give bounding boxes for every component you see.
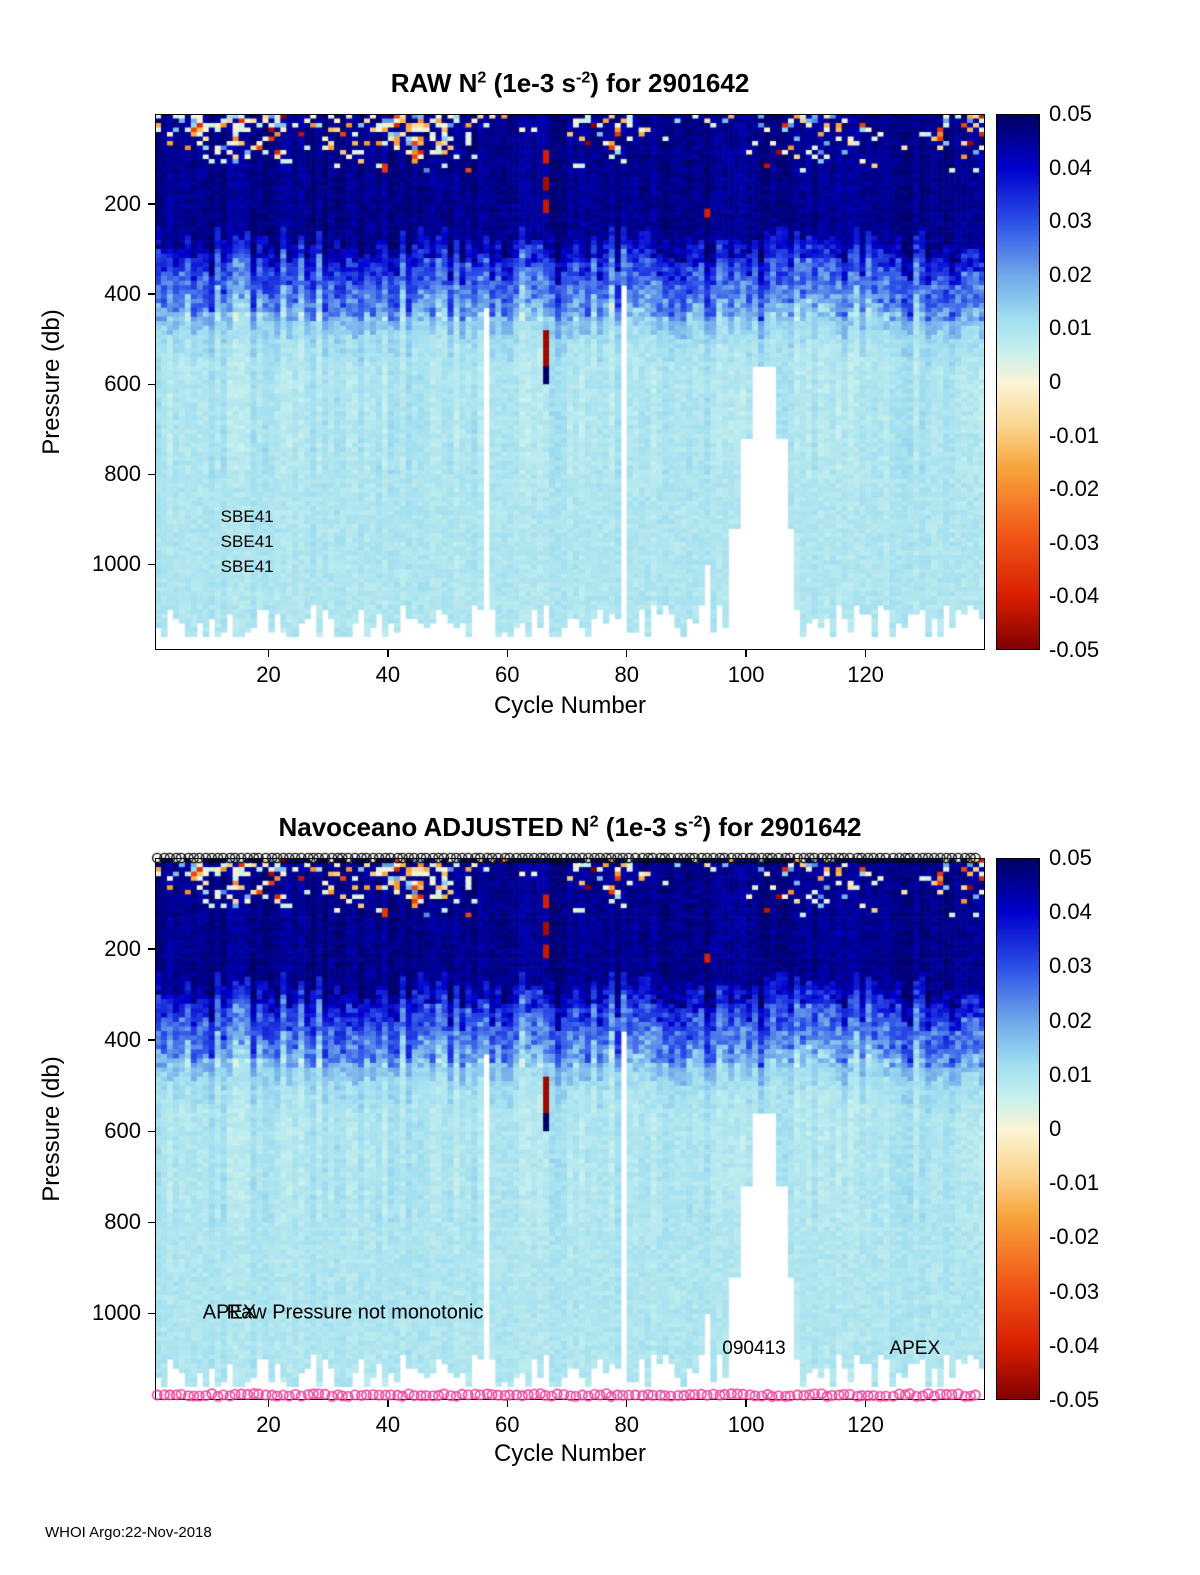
colorbar-canvas [996,858,1040,1400]
annotation-text: Raw Pressure not monotonic [226,1301,484,1324]
edge-markers-canvas [147,847,993,1411]
colorbar-tick-label: 0.01 [1049,315,1092,341]
colorbar-tick-label: 0 [1049,1116,1062,1141]
y-axis-label: Pressure (db) [38,1056,65,1202]
colorbar-tick-label: 0.03 [1049,208,1092,234]
y-tick-label: 400 [104,1027,141,1053]
plot-title: Navoceano ADJUSTED N2 (1e-3 s-2) for 290… [278,812,862,842]
annotation-text: SBE41 [220,556,274,576]
x-tick-label: 80 [614,1412,639,1437]
y-tick-label: 600 [104,1118,141,1144]
colorbar-tick-label: -0.02 [1049,1224,1100,1250]
x-tick-label: 120 [847,1412,884,1437]
annotation-text: 090413 [722,1337,786,1359]
x-tick-label: 20 [256,1412,281,1437]
colorbar-tick-label: -0.04 [1049,583,1100,609]
colorbar-canvas [996,114,1040,650]
x-tick-label: 100 [727,662,765,687]
annotation-text: APEX [202,1301,257,1324]
colorbar-tick-label: -0.05 [1049,1387,1100,1412]
colorbar-tick-label: -0.02 [1049,476,1100,502]
x-axis-label: Cycle Number [493,692,647,719]
annotation-text: SBE41 [220,507,274,527]
colorbar-tick-label: 0.04 [1049,899,1092,925]
y-tick-label: 200 [104,191,141,217]
colorbar-tick-label: 0.02 [1049,1007,1092,1033]
colorbar-tick-label: -0.03 [1049,1278,1100,1304]
colorbar-tick-label: -0.03 [1049,529,1100,555]
x-tick-label: 20 [256,662,281,687]
colorbar-tick-label: -0.04 [1049,1332,1100,1358]
x-tick-label: 100 [727,1412,765,1437]
plot-title: RAW N2 (1e-3 s-2) for 2901642 [390,68,750,98]
colorbar-tick-label: 0.04 [1049,154,1092,180]
colorbar-tick-label: -0.01 [1049,422,1100,448]
y-axis-label: Pressure (db) [38,309,65,455]
y-tick-label: 800 [104,461,141,487]
x-tick-label: 40 [375,1412,401,1437]
colorbar-tick-label: 0.02 [1049,261,1092,287]
colorbar-tick-label: 0.05 [1049,101,1092,126]
x-tick-label: 40 [375,662,401,687]
y-tick-label: 1000 [92,1300,141,1326]
y-tick-label: 1000 [92,551,141,577]
annotation-text: SBE41 [220,531,274,551]
x-tick-label: 120 [847,662,884,687]
colorbar-tick-label: 0.05 [1049,845,1092,870]
x-tick-label: 60 [495,1412,520,1437]
x-tick-label: 60 [495,662,520,687]
annotation-text: APEX [889,1337,941,1359]
y-tick-label: 800 [104,1209,141,1235]
x-tick-label: 80 [614,662,639,687]
colorbar-tick-label: 0 [1049,369,1062,394]
x-axis-label: Cycle Number [493,1440,647,1467]
colorbar-tick-label: -0.01 [1049,1170,1100,1196]
y-tick-label: 400 [104,281,141,307]
y-tick-label: 200 [104,936,141,962]
colorbar-tick-label: 0.03 [1049,953,1092,979]
y-tick-label: 600 [104,371,141,397]
footer-text: WHOI Argo:22-Nov-2018 [45,1524,212,1541]
colorbar-tick-label: -0.05 [1049,637,1100,662]
edge-markers-canvas [147,103,993,661]
colorbar-tick-label: 0.01 [1049,1061,1092,1087]
